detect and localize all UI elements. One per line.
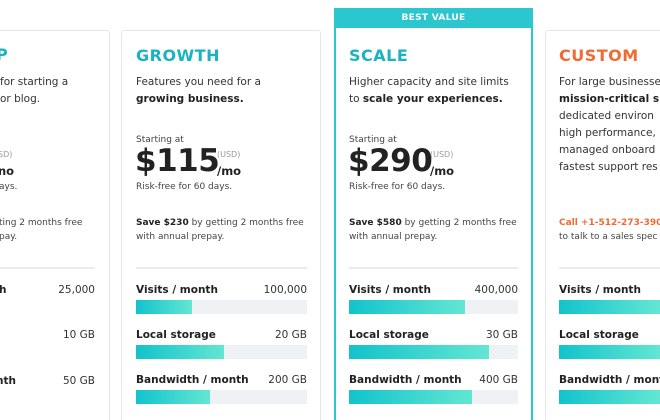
currency: (USD) — [430, 150, 454, 159]
currency: (USD) — [217, 150, 241, 159]
price-period: /mo — [430, 164, 455, 178]
plan-card — [0, 30, 110, 420]
feature-label: nth — [0, 375, 16, 387]
plan-title: CUSTOM — [559, 46, 639, 65]
save-note: with annual prepay. — [349, 232, 438, 242]
feature-value: 20 GB — [274, 329, 307, 341]
feature-bar-track — [349, 390, 518, 404]
feature-label: Bandwidth / month — [349, 374, 462, 386]
description-text: Higher capacity and site limits — [349, 76, 509, 88]
feature-bar — [136, 300, 192, 314]
price: $115 — [135, 143, 220, 179]
divider — [349, 267, 518, 269]
description-text: mission-critical si — [559, 93, 660, 105]
feature-bar-track — [349, 300, 518, 314]
divider — [559, 267, 660, 269]
sales-phone: Call +1-512-273-3906 — [559, 218, 660, 228]
trial: Risk-free for 60 days. — [349, 182, 446, 192]
price-period: /mo — [217, 164, 242, 178]
divider — [0, 267, 95, 269]
feature-value: 30 GB — [485, 329, 518, 341]
save-amount: Save $230 — [136, 218, 189, 228]
description-text: high performance, — [559, 127, 656, 139]
trial: ays. — [0, 182, 18, 192]
feature-label: Bandwidth / month — [136, 374, 249, 386]
save-note: pay. — [0, 232, 18, 242]
save-note: ting 2 months free — [0, 218, 83, 228]
plan-description: fastest support res — [559, 161, 658, 173]
feature-bar — [559, 300, 660, 314]
feature-bar-track — [559, 390, 660, 404]
plan-description: or blog. — [0, 93, 41, 105]
plan-description: managed onboard — [559, 144, 655, 156]
feature-value: 100,000 — [263, 284, 307, 296]
feature-bar — [349, 300, 465, 314]
description-text: dedicated environ — [559, 110, 654, 122]
save-note: Save $580 by getting 2 months free — [349, 218, 517, 228]
price-period: no — [0, 164, 15, 178]
feature-bar-track — [136, 390, 307, 404]
feature-bar-track — [136, 345, 307, 359]
divider — [136, 267, 307, 269]
feature-label: Visits / month — [136, 284, 218, 296]
feature-value: 400,000 — [474, 284, 518, 296]
price: $290 — [348, 143, 433, 179]
feature-label: Bandwidth / month — [559, 374, 660, 386]
starting-label: Starting at — [136, 135, 184, 145]
feature-label: Local storage — [349, 329, 429, 341]
feature-bar-track — [559, 300, 660, 314]
description-text: fastest support res — [559, 161, 658, 173]
trial: Risk-free for 60 days. — [136, 182, 233, 192]
plan-description: dedicated environ — [559, 110, 654, 122]
plan-description: high performance, — [559, 127, 656, 139]
feature-bar-track — [559, 345, 660, 359]
description-text: scale your experiences. — [362, 93, 503, 105]
description-text: growing business. — [136, 93, 244, 105]
badge: BEST VALUE — [334, 8, 533, 28]
feature-bar — [349, 345, 489, 359]
feature-bar — [559, 345, 660, 359]
plan-description: For large businesse — [559, 76, 660, 88]
starting-label: Starting at — [349, 135, 397, 145]
save-note: Save $230 by getting 2 months free — [136, 218, 304, 228]
feature-bar — [136, 390, 210, 404]
plan-description: for starting a — [0, 76, 69, 88]
save-text: by getting 2 months free — [191, 218, 304, 228]
feature-value: 200 GB — [268, 374, 307, 386]
plan-description: to scale your experiences. — [349, 93, 503, 105]
plan-description: mission-critical si — [559, 93, 660, 105]
sales-note: to talk to a sales spec — [559, 232, 658, 242]
currency: SD) — [0, 150, 13, 159]
feature-label: Local storage — [559, 329, 639, 341]
feature-value: 400 GB — [479, 374, 518, 386]
feature-bar-track — [136, 300, 307, 314]
save-note: with annual prepay. — [136, 232, 225, 242]
feature-bar — [559, 390, 660, 404]
plan-title: GROWTH — [136, 46, 221, 65]
feature-value: 50 GB — [62, 375, 95, 387]
feature-value: 25,000 — [58, 284, 95, 296]
feature-bar — [136, 345, 224, 359]
feature-bar — [349, 390, 472, 404]
description-text: to — [349, 93, 360, 105]
description-text: managed onboard — [559, 144, 656, 156]
feature-label: Local storage — [136, 329, 216, 341]
save-text: by getting 2 months free — [404, 218, 517, 228]
feature-label: Visits / month — [349, 284, 431, 296]
plan-title: P — [0, 45, 9, 64]
feature-label: Visits / month — [559, 284, 641, 296]
description-text: Features you need for a — [136, 76, 261, 88]
feature-bar-track — [349, 345, 518, 359]
save-amount: Save $580 — [349, 218, 402, 228]
plan-description: Higher capacity and site limits — [349, 76, 509, 88]
description-text: For large businesse — [559, 76, 660, 88]
feature-value: 10 GB — [62, 329, 95, 341]
plan-title: SCALE — [349, 46, 409, 65]
plan-description: growing business. — [136, 93, 244, 105]
feature-label: h — [0, 284, 7, 296]
plan-description: Features you need for a — [136, 76, 261, 88]
